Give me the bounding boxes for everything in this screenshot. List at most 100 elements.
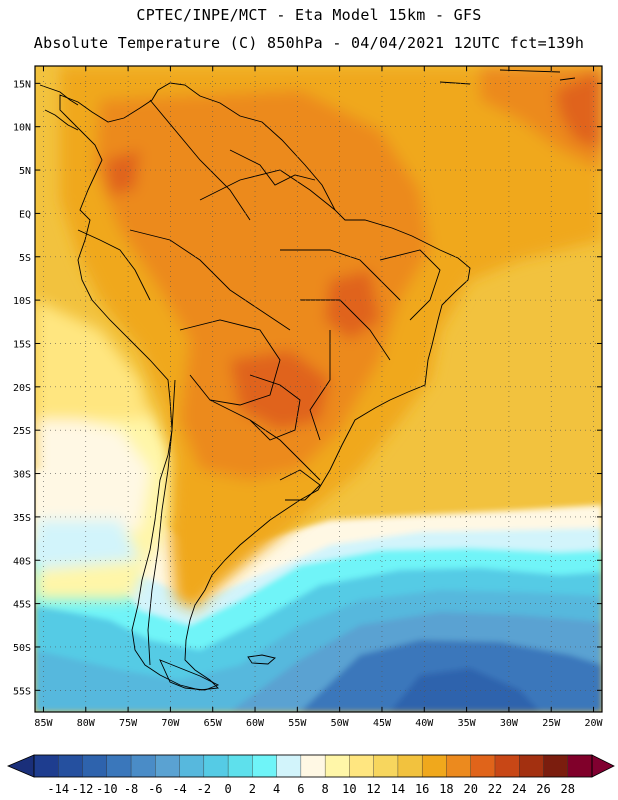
lat-tick-label: 10N xyxy=(13,123,31,134)
field-band-22-24-ne xyxy=(555,70,602,150)
border-bolivia xyxy=(179,319,281,406)
lat-tick-label: 15N xyxy=(13,79,31,90)
colorbar: -14 -12 -10 -8 -6 -4 -2 0 2 4 6 8 10 12 14 16 18 20 22 24 26… xyxy=(6,754,615,796)
colorbar-swatch xyxy=(567,754,593,778)
colorbar-label: 6 xyxy=(297,782,304,796)
colorbar-label: 22 xyxy=(488,782,502,796)
lat-tick-label: EQ xyxy=(19,209,31,220)
lon-tick-label: 45W xyxy=(373,718,392,729)
chart-title-line-2: Absolute Temperature (C) 850hPa - 04/04/… xyxy=(33,34,585,52)
colorbar-label: -8 xyxy=(124,782,138,796)
field-band-6-8-pacific xyxy=(35,410,150,540)
coastlines xyxy=(39,69,576,691)
colorbar-swatch xyxy=(373,754,399,778)
central-america-coastline xyxy=(39,84,79,131)
field-band-neg10-neg8 xyxy=(390,668,540,712)
colorbar-label: 28 xyxy=(561,782,575,796)
lon-tick-label: 50W xyxy=(331,718,350,729)
lon-tick-label: 65W xyxy=(204,718,223,729)
colorbar-frame xyxy=(33,754,593,778)
lat-tick-label: 30S xyxy=(13,470,31,481)
colorbar-label: 14 xyxy=(391,782,405,796)
falklands xyxy=(247,654,276,665)
lon-tick-label: 40W xyxy=(415,718,434,729)
colorbar-swatch xyxy=(252,754,278,778)
colorbar-label: 20 xyxy=(463,782,477,796)
colorbar-label: 0 xyxy=(224,782,231,796)
colorbar-swatch xyxy=(58,754,84,778)
colorbar-label: 8 xyxy=(322,782,329,796)
colorbar-swatch xyxy=(155,754,181,778)
colorbar-low-arrow xyxy=(6,754,35,778)
lat-tick-label: 15S xyxy=(13,339,31,350)
lon-tick-label: 30W xyxy=(500,718,519,729)
colorbar-swatch xyxy=(33,754,59,778)
colorbar-swatch xyxy=(519,754,544,778)
border-ecuador-peru xyxy=(77,229,151,301)
caribbean-islands xyxy=(439,69,576,85)
colorbar-label: 4 xyxy=(273,782,280,796)
colorbar-swatch xyxy=(82,754,108,778)
colorbar-high-arrow xyxy=(591,754,615,778)
colorbar-swatch xyxy=(397,754,423,778)
colorbar-label: -14 xyxy=(47,782,69,796)
colorbar-swatch xyxy=(470,754,496,778)
lon-tick-label: 75W xyxy=(119,718,138,729)
colorbar-label: 18 xyxy=(439,782,453,796)
colorbar-label: -6 xyxy=(148,782,162,796)
lat-tick-label: 25S xyxy=(13,426,31,437)
lon-tick-label: 35W xyxy=(458,718,477,729)
colorbar-label: 26 xyxy=(536,782,550,796)
colorbar-swatch xyxy=(543,754,569,778)
colorbar-swatch xyxy=(179,754,205,778)
lon-tick-label: 80W xyxy=(77,718,96,729)
colorbar-swatch xyxy=(130,754,156,778)
lon-tick-label: 85W xyxy=(34,718,53,729)
colorbar-label: 16 xyxy=(415,782,429,796)
border-guianas xyxy=(229,149,316,186)
lat-tick-label: 5N xyxy=(19,166,31,177)
lat-tick-label: 20S xyxy=(13,383,31,394)
colorbar-label: 24 xyxy=(512,782,526,796)
border-brazil-states-1 xyxy=(280,249,401,301)
field-band-22-24-brazil xyxy=(325,270,380,340)
temperature-field xyxy=(35,66,602,712)
lon-tick-label: 70W xyxy=(161,718,180,729)
colorbar-swatch xyxy=(446,754,472,778)
border-argentina-north xyxy=(209,399,321,481)
field-band-10-12 xyxy=(35,300,150,420)
colorbar-label: 12 xyxy=(366,782,380,796)
lat-tick-label: 45S xyxy=(13,600,31,611)
border-peru-brazil xyxy=(129,229,291,331)
axis-ticks: 15N 10N 5N EQ 5S 10S 15S 20S 25S 30S 35S 40S 45S 50S 5… xyxy=(13,66,604,729)
chart-title-line-1: CPTEC/INPE/MCT - Eta Model 15km - GFS xyxy=(136,6,482,24)
border-uruguay xyxy=(279,469,321,501)
lat-tick-label: 5S xyxy=(19,253,31,264)
colorbar-label: 10 xyxy=(342,782,356,796)
border-colombia-venezuela xyxy=(149,99,251,221)
lat-tick-label: 35S xyxy=(13,513,31,524)
colorbar-swatch xyxy=(227,754,253,778)
colorbar-swatch xyxy=(324,754,350,778)
colorbar-swatch xyxy=(421,754,447,778)
border-brazil-states-3 xyxy=(309,330,331,441)
lon-tick-label: 20W xyxy=(585,718,604,729)
border-paraguay xyxy=(249,374,301,441)
lat-tick-label: 10S xyxy=(13,296,31,307)
border-argentina-chile xyxy=(147,379,176,666)
lat-tick-label: 40S xyxy=(13,556,31,567)
colorbar-swatch xyxy=(300,754,326,778)
lon-tick-label: 55W xyxy=(288,718,307,729)
border-brazil-states-4 xyxy=(379,249,441,321)
lat-tick-label: 55S xyxy=(13,686,31,697)
colorbar-label: -12 xyxy=(72,782,94,796)
colorbar-swatch xyxy=(494,754,520,778)
colorbar-label: -2 xyxy=(197,782,211,796)
field-band-20-22 xyxy=(95,90,430,480)
lon-tick-label: 25W xyxy=(542,718,561,729)
colorbar-swatch xyxy=(276,754,302,778)
field-band-22-24-chaco xyxy=(230,350,330,430)
south-america-coastline xyxy=(59,82,471,691)
field-band-4-6-pacific xyxy=(35,520,140,570)
colorbar-swatch xyxy=(349,754,375,778)
